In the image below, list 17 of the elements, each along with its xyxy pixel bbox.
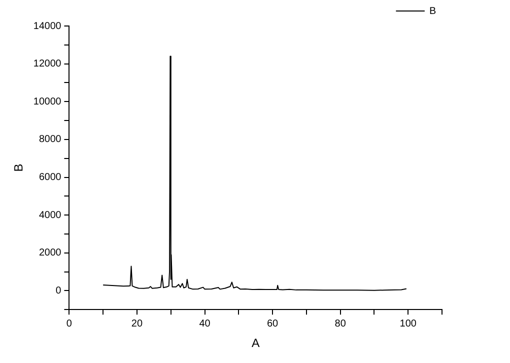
x-tick-label: 0 — [66, 318, 72, 330]
x-tick-label: 40 — [199, 318, 211, 330]
x-tick-label: 20 — [131, 318, 143, 330]
y-tick-label: 2000 — [38, 248, 62, 259]
y-tick-label: 8000 — [38, 134, 62, 146]
x-axis-title: A — [252, 336, 260, 350]
y-tick-label: 6000 — [38, 172, 62, 184]
y-tick-label: 10000 — [33, 96, 62, 108]
y-tick-label: 4000 — [38, 210, 62, 221]
y-tick-label: 14000 — [33, 20, 62, 32]
x-tick-label: 100 — [400, 318, 417, 330]
x-tick-label: 80 — [334, 318, 346, 330]
legend-label: B — [429, 6, 436, 17]
y-tick-label: 12000 — [33, 58, 62, 70]
y-tick-label: 0 — [56, 285, 62, 296]
x-tick-label: 60 — [266, 318, 279, 330]
y-axis-title: B — [12, 164, 26, 172]
